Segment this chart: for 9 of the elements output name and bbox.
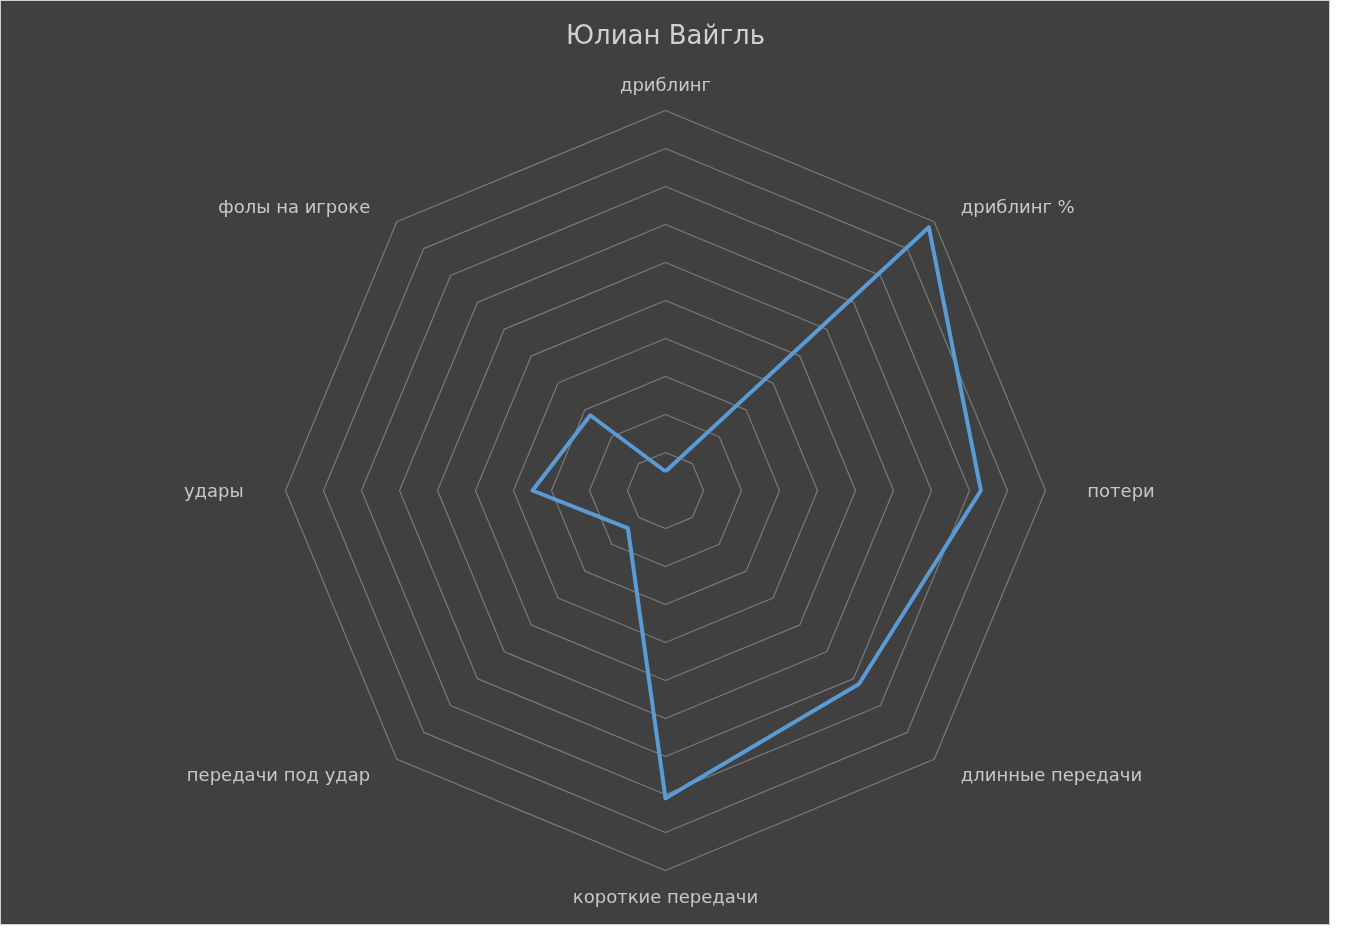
spoke-label: короткие передачи (572, 885, 759, 907)
spoke-label: дриблинг % (960, 196, 1075, 218)
spoke-label: потери (1087, 480, 1155, 501)
spoke-label: длинные передачи (960, 763, 1143, 785)
chart-title: Юлиан Вайгль (565, 19, 766, 50)
spoke-label: дриблинг (619, 74, 712, 96)
spoke-label: удары (183, 480, 244, 501)
spoke-label: фолы на игроке (218, 196, 371, 218)
spoke-label: передачи под удар (186, 763, 371, 785)
